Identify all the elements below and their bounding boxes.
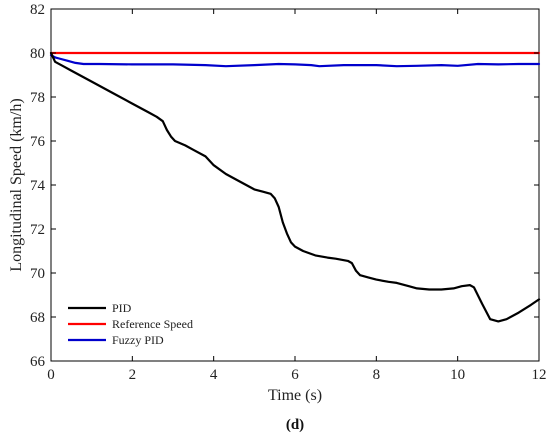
series-layer	[49, 51, 541, 323]
x-tick-label: 8	[373, 367, 381, 383]
x-tick-label: 4	[210, 367, 218, 383]
x-tick-label: 2	[129, 367, 137, 383]
y-tick-label: 82	[30, 2, 45, 18]
series-line-fuzzy-pid	[49, 54, 541, 68]
legend-entry-label: Fuzzy PID	[112, 333, 164, 347]
x-tick-label: 6	[291, 367, 299, 383]
legend-entry-label: Reference Speed	[112, 317, 193, 331]
y-tick-label: 80	[30, 46, 45, 62]
y-tick-label: 66	[30, 354, 46, 370]
figure-caption: (d)	[286, 417, 304, 433]
y-tick-label: 76	[30, 134, 46, 150]
legend-entry-label: PID	[112, 301, 132, 315]
series-line-pid	[49, 51, 541, 323]
y-axis-label: Longitudinal Speed (km/h)	[8, 98, 25, 271]
x-tick-label: 12	[532, 367, 547, 383]
x-tick-label: 10	[450, 367, 465, 383]
y-tick-label: 72	[30, 222, 45, 238]
y-tick-label: 74	[30, 178, 46, 194]
y-tick-label: 78	[30, 90, 45, 106]
x-tick-label: 0	[47, 367, 55, 383]
legend: PID Reference Speed Fuzzy PID	[63, 300, 228, 352]
y-tick-label: 68	[30, 310, 45, 326]
x-axis-label: Time (s)	[268, 387, 322, 404]
y-tick-label: 70	[30, 266, 45, 282]
